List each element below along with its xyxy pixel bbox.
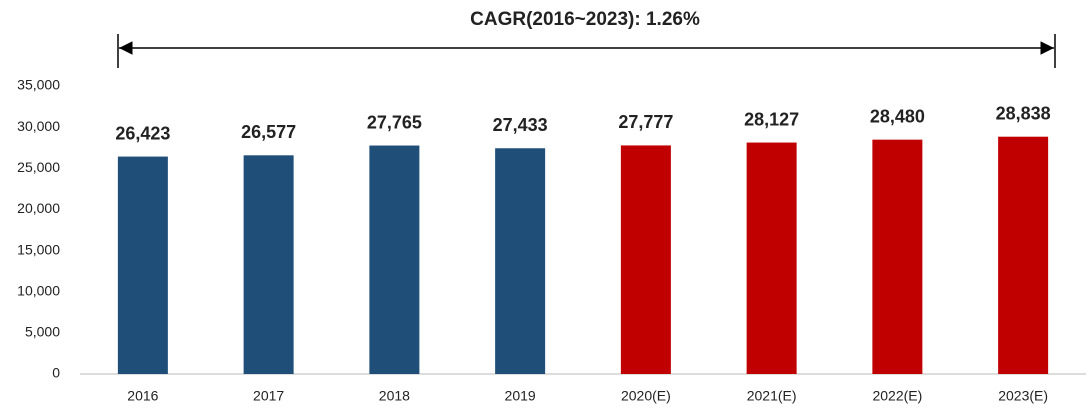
x-tick-label: 2016: [127, 388, 158, 404]
value-label: 28,480: [870, 106, 925, 126]
value-label: 27,777: [618, 112, 673, 132]
y-tick-label: 5,000: [25, 324, 60, 340]
y-tick-label: 30,000: [17, 118, 60, 134]
x-tick-label: 2021(E): [747, 388, 797, 404]
x-tick-label: 2019: [505, 388, 536, 404]
value-label: 28,127: [744, 109, 799, 129]
bar: [620, 145, 671, 374]
y-tick-label: 25,000: [17, 159, 60, 175]
bar: [872, 139, 923, 374]
bar: [369, 145, 420, 374]
y-tick-label: 20,000: [17, 200, 60, 216]
bar: [998, 136, 1049, 374]
x-tick-label: 2017: [253, 388, 284, 404]
value-label: 26,577: [241, 122, 296, 142]
bar: [117, 156, 168, 374]
y-tick-label: 0: [52, 365, 60, 381]
value-label: 27,765: [367, 112, 422, 132]
x-tick-label: 2023(E): [998, 388, 1048, 404]
y-tick-label: 10,000: [17, 282, 60, 298]
y-tick-label: 35,000: [17, 77, 60, 93]
bar: [746, 142, 797, 374]
x-tick-label: 2020(E): [621, 388, 671, 404]
x-tick-label: 2022(E): [872, 388, 922, 404]
bar: [495, 148, 546, 374]
value-label: 27,433: [493, 115, 548, 135]
y-tick-label: 15,000: [17, 241, 60, 257]
x-tick-label: 2018: [379, 388, 410, 404]
value-label: 28,838: [996, 103, 1051, 123]
bar: [243, 155, 294, 374]
cagr-annotation: CAGR(2016~2023): 1.26%: [470, 9, 700, 30]
value-label: 26,423: [115, 123, 170, 143]
